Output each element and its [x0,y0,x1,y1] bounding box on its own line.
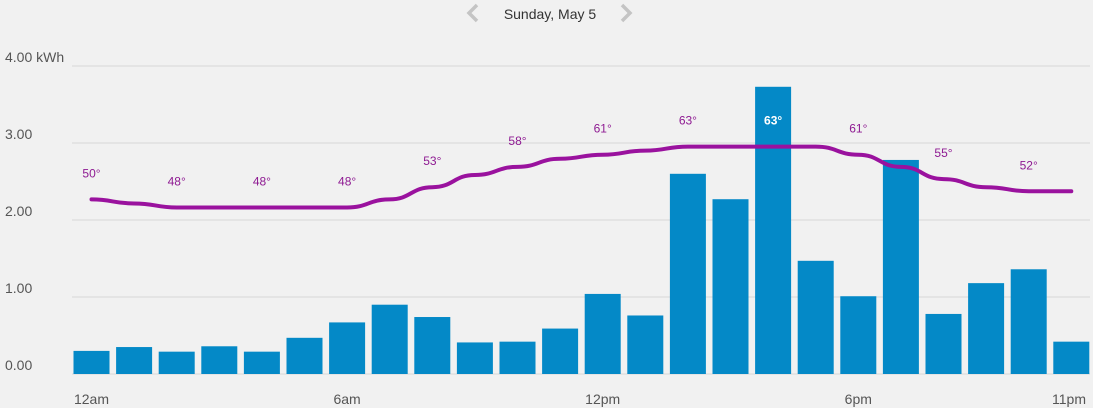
temperature-label: 55° [934,146,952,160]
x-tick-label: 12am [74,391,109,407]
date-navigation: Sunday, May 5 [0,0,1093,28]
usage-bar [712,199,749,374]
y-tick-label: 2.00 [5,203,32,219]
temperature-label: 53° [423,154,441,168]
previous-day-button[interactable] [461,2,485,24]
x-tick-label: 6pm [845,391,872,407]
usage-bar [414,317,451,374]
temperature-label: 48° [168,175,186,189]
usage-bar [201,346,238,374]
y-tick-label: 3.00 [5,126,32,142]
usage-bar [499,341,536,374]
temperature-label: 48° [253,175,271,189]
temperature-label: 61° [849,122,867,136]
usage-bar [669,173,706,374]
usage-bar [329,322,366,374]
chevron-right-icon [620,3,633,23]
usage-bar [968,283,1005,374]
usage-bar [584,293,621,374]
usage-bar [542,328,579,374]
usage-bar [73,350,110,374]
usage-bar [627,315,664,374]
usage-bar [882,159,919,374]
x-tick-label: 12pm [585,391,620,407]
x-tick-label: 11pm [1052,391,1086,407]
temperature-line [89,144,1074,210]
temperature-label: 63° [764,114,782,128]
temperature-label: 61° [594,122,612,136]
temperature-label: 50° [82,166,100,180]
y-tick-label: 1.00 [5,280,32,296]
chevron-left-icon [466,3,479,23]
usage-bar [158,351,195,374]
usage-bar [456,342,493,374]
usage-bar [371,304,408,374]
temperature-label: 58° [508,134,526,148]
usage-bar [116,347,153,374]
temperature-label: 63° [679,114,697,128]
next-day-button[interactable] [614,2,638,24]
usage-bar [286,337,323,374]
usage-bar [243,351,280,374]
temperature-label: 48° [338,175,356,189]
y-tick-label: 0.00 [5,357,32,373]
y-tick-label: 4.00 kWh [5,49,64,65]
temperature-label: 52° [1020,158,1038,172]
date-label: Sunday, May 5 [503,6,597,22]
usage-bar [797,260,834,374]
usage-bar [1010,269,1047,374]
usage-bar [755,86,792,374]
usage-bar [925,313,962,374]
x-tick-label: 6am [333,391,360,407]
usage-bar [1053,341,1090,374]
usage-bar [840,296,877,374]
